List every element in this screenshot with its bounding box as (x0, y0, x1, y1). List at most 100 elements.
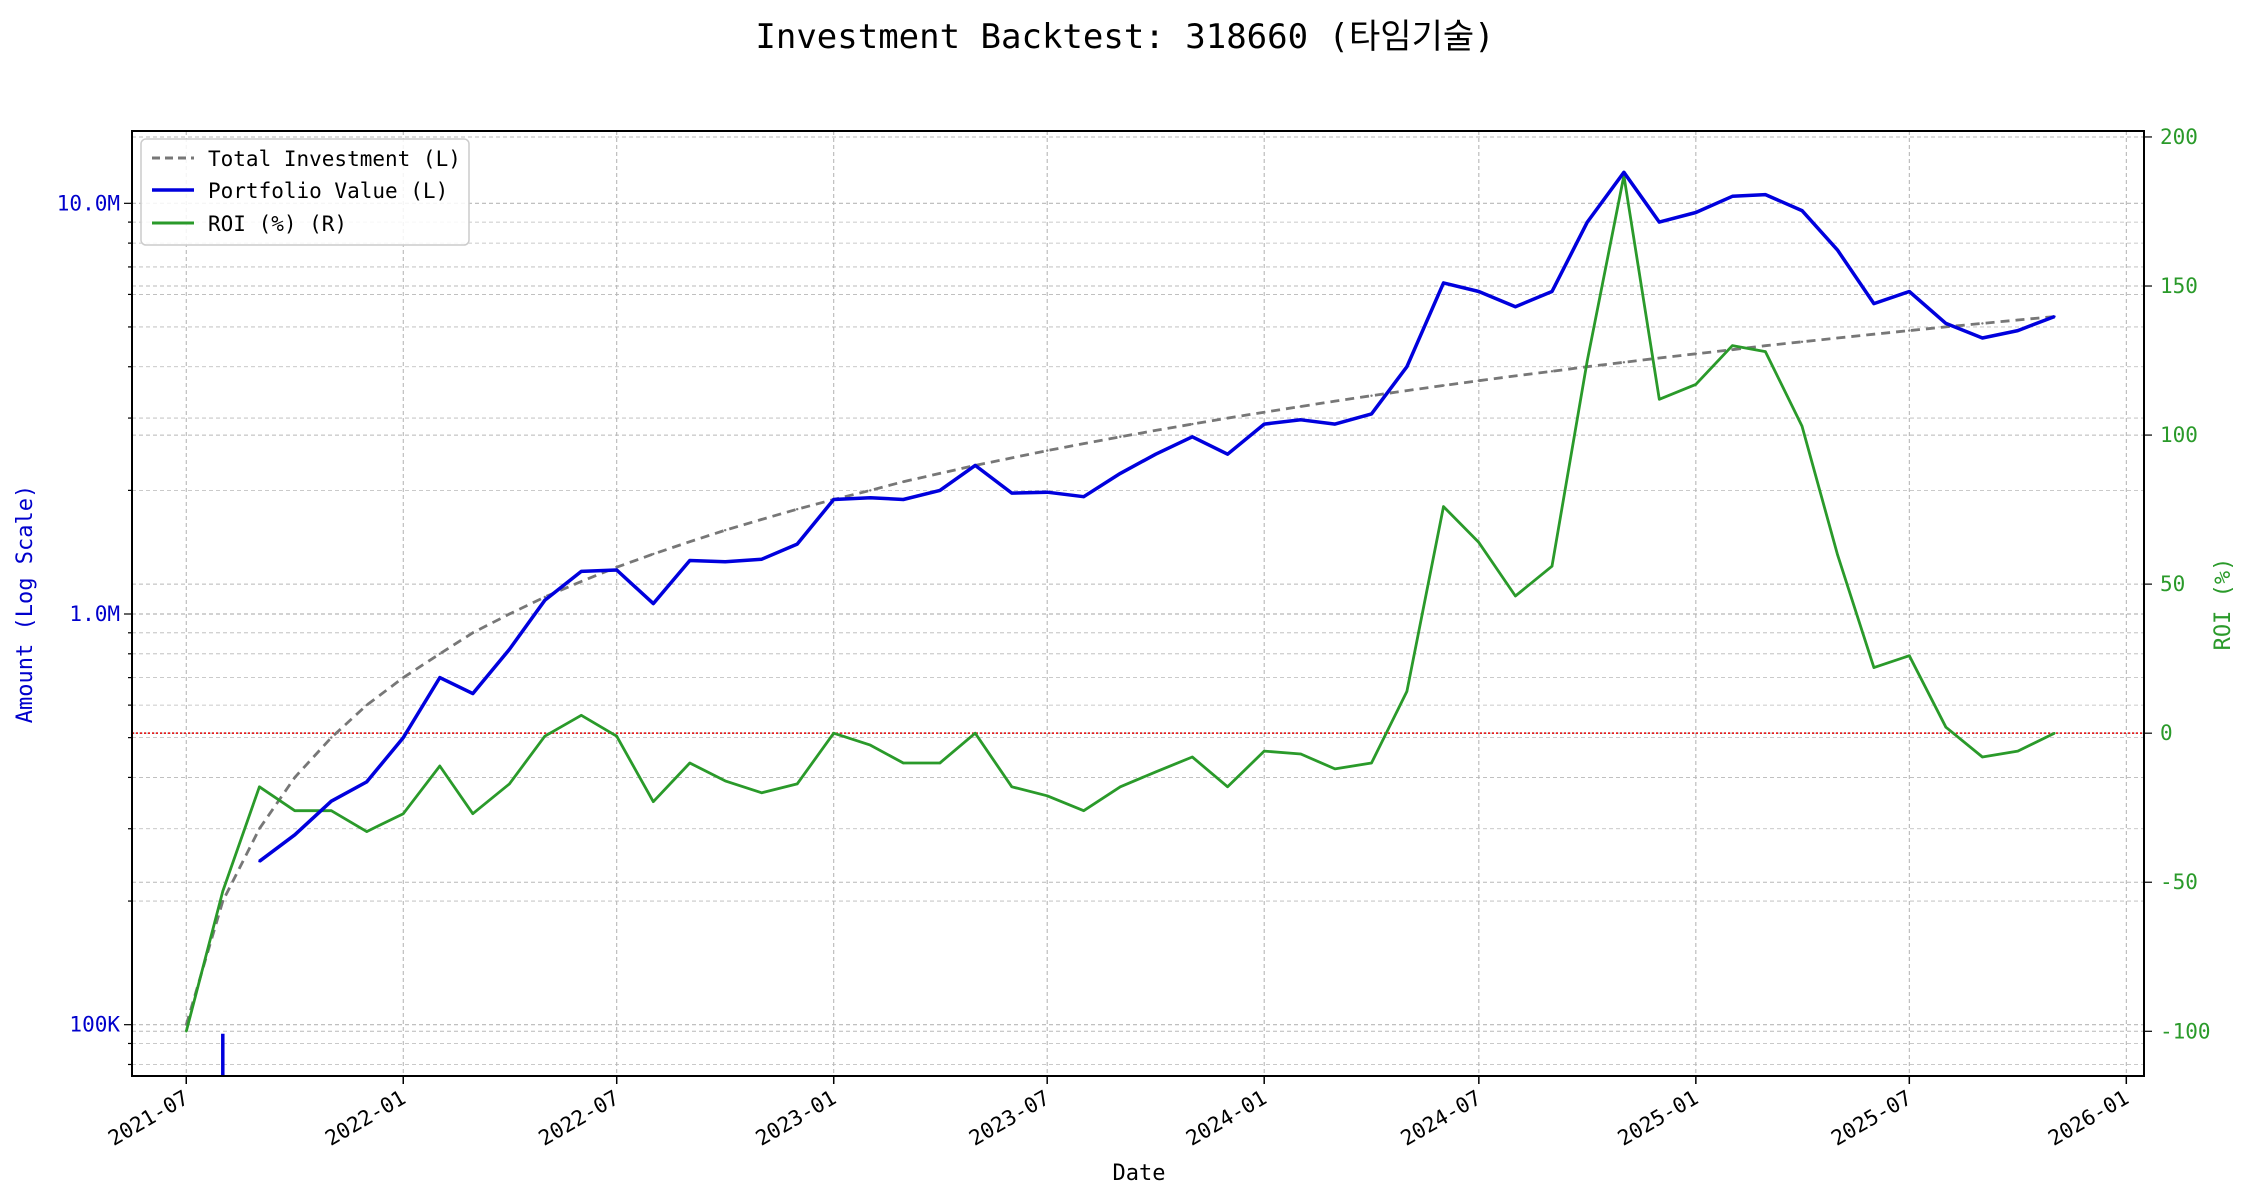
data-point-s1 (1082, 495, 1085, 498)
left-axis-label: Amount (Log Scale) (13, 485, 38, 723)
data-point-s1 (1046, 491, 1049, 494)
data-point-s1 (1800, 209, 1804, 212)
data-point-s0 (1764, 344, 1767, 347)
data-point-s2 (1800, 424, 1804, 428)
data-point-s2 (1658, 398, 1661, 401)
data-point-s0 (869, 489, 872, 492)
data-point-s0 (1226, 416, 1229, 420)
data-point-s0 (221, 899, 224, 903)
data-point-s2 (1405, 690, 1409, 693)
data-point-s1 (1191, 435, 1194, 438)
data-point-s0 (1981, 322, 1984, 325)
data-point-s0 (1082, 442, 1085, 445)
data-point-s2 (760, 791, 763, 794)
data-point-s2 (365, 830, 368, 833)
data-point-s2 (902, 761, 905, 765)
data-point-s2 (688, 761, 691, 765)
data-point-s1 (1333, 422, 1337, 426)
data-point-s1 (1908, 290, 1911, 293)
data-point-s2 (1191, 755, 1194, 759)
data-point-s2 (1764, 350, 1767, 353)
data-point-s2 (402, 812, 405, 815)
data-point-s2 (185, 1030, 188, 1033)
data-point-s2 (258, 785, 261, 788)
data-point-s1 (1836, 248, 1839, 252)
data-point-s1 (1370, 412, 1373, 416)
data-point-s1 (652, 602, 655, 605)
data-point-s2 (1908, 654, 1911, 657)
data-point-s0 (1046, 449, 1049, 452)
data-point-s2 (1514, 594, 1517, 598)
data-point-s0 (724, 529, 727, 532)
data-point-s1 (1981, 336, 1984, 340)
left-tick-label: 10.0M (57, 191, 120, 215)
right-tick-label: 200 (2160, 125, 2198, 149)
data-point-s2 (1263, 749, 1266, 753)
data-point-s1 (902, 498, 905, 501)
data-point-s1 (2053, 315, 2056, 318)
plot-frame (131, 130, 2145, 1077)
data-point-s1 (1263, 422, 1266, 426)
data-point-s0 (1154, 429, 1157, 432)
x-axis-label: Date (1113, 1161, 1166, 1186)
data-point-s2 (330, 809, 333, 812)
data-point-s0 (1908, 329, 1911, 332)
data-point-s2 (832, 732, 835, 735)
data-point-s0 (258, 827, 261, 830)
data-point-s1 (1586, 220, 1589, 224)
data-point-s0 (796, 508, 799, 511)
legend-box (140, 138, 470, 246)
data-point-s1 (832, 498, 835, 501)
data-point-s0 (1119, 435, 1122, 438)
data-point-s2 (1550, 565, 1554, 568)
right-tick-label: -100 (2160, 1019, 2211, 1043)
right-tick-label: 0 (2160, 721, 2173, 745)
data-point-s0 (1442, 384, 1445, 387)
data-point-s2 (508, 782, 511, 786)
right-axis-label: ROI (%) (2211, 558, 2236, 651)
data-point-s0 (1299, 405, 1303, 408)
data-point-s2 (293, 809, 296, 812)
data-point-s2 (1119, 785, 1122, 788)
data-point-s2 (1226, 785, 1229, 788)
data-point-s0 (580, 580, 583, 583)
data-point-s1 (365, 780, 368, 784)
data-point-s0 (293, 776, 296, 779)
data-point-s1 (293, 833, 296, 836)
data-point-s1 (330, 800, 333, 803)
data-point-s0 (1731, 348, 1734, 351)
data-point-s2 (543, 735, 546, 738)
data-point-s1 (1731, 195, 1734, 198)
legend-label-total-investment: Total Investment (L) (208, 147, 461, 171)
data-point-s0 (330, 736, 333, 739)
data-point-s0 (1550, 370, 1554, 373)
series-layer (132, 170, 2144, 1076)
data-point-s0 (615, 566, 618, 569)
data-point-s2 (1333, 767, 1337, 771)
data-point-s0 (1477, 379, 1481, 382)
data-point-s0 (1694, 352, 1698, 355)
data-point-s1 (1694, 211, 1698, 214)
data-point-s1 (1550, 290, 1554, 293)
data-point-s1 (1442, 281, 1445, 285)
data-point-s2 (652, 800, 655, 803)
right-tick-label: 50 (2160, 572, 2185, 596)
data-point-s1 (1477, 290, 1481, 293)
data-point-s1 (615, 568, 618, 572)
data-point-s0 (1370, 394, 1373, 397)
data-point-s1 (402, 736, 405, 739)
data-point-s0 (1514, 374, 1517, 378)
data-point-s1 (471, 692, 474, 695)
data-point-s0 (1333, 399, 1337, 403)
data-point-s2 (1010, 785, 1013, 788)
data-point-s2 (2016, 749, 2020, 753)
data-point-s2 (438, 764, 441, 768)
data-point-s2 (1299, 752, 1303, 756)
data-point-s1 (1764, 193, 1767, 196)
data-point-s2 (471, 812, 474, 815)
data-point-s0 (508, 612, 511, 616)
data-point-s2 (1082, 809, 1085, 812)
data-point-s1 (1514, 305, 1517, 308)
data-point-s0 (402, 676, 405, 679)
data-point-s1 (1944, 322, 1948, 325)
